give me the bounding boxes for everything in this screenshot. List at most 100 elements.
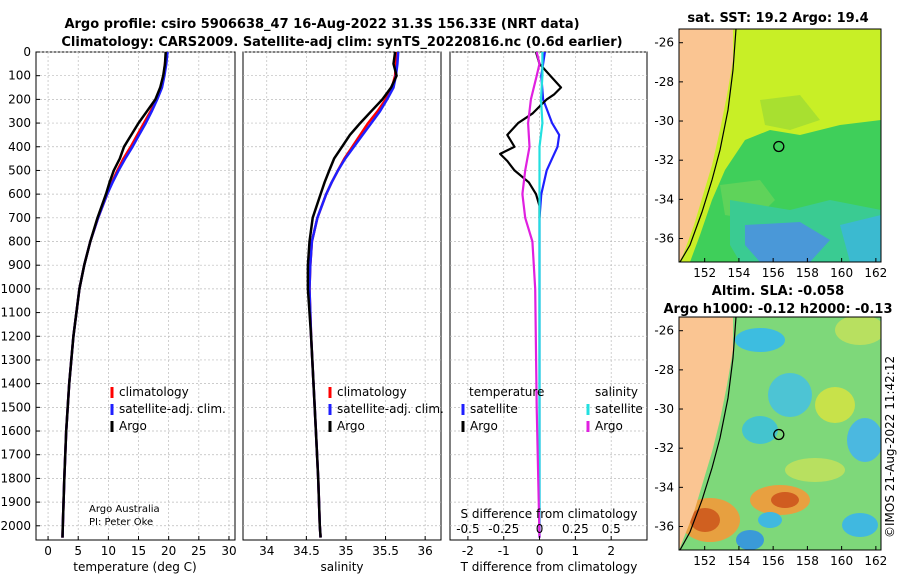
difference-legend: temperature salinity satellite Argo sate… (461, 385, 643, 433)
imos-timestamp: ©IMOS 21-Aug-2022 11:42:12 (883, 356, 897, 538)
x-tick-label: -1 (498, 544, 510, 558)
map-lat-tick-label: -30 (654, 402, 674, 416)
sla-eddy (835, 317, 881, 345)
depth-tick-label: 1200 (0, 329, 31, 343)
x-tick-label: 20 (161, 544, 176, 558)
depth-tick-label: 800 (8, 235, 31, 249)
depth-tick-label: 1400 (0, 377, 31, 391)
temperature-panel: 0 5 10 15 20 25 30 0 100 200 300 400 500 600 700 800 90… (0, 45, 236, 574)
map-lon-tick-label: 158 (796, 554, 819, 568)
map-lon-tick-label: 162 (864, 266, 887, 280)
sla-eddy (815, 387, 855, 423)
x-tick-label: 34.5 (293, 544, 320, 558)
series-line-t-argo (499, 51, 563, 218)
depth-tick-label: 500 (8, 163, 31, 177)
x-tick-label: -2 (462, 544, 474, 558)
sla-map-subtitle: Argo h1000: -0.12 h2000: -0.13 (663, 302, 892, 317)
sla-eddy (742, 416, 778, 444)
salinity-panel: 34 34.5 35 35.5 36 salinity climatology sate… (242, 51, 444, 574)
legend-climatology-label: climatology (119, 385, 189, 399)
sla-eddy (690, 508, 720, 532)
map-lon-tick-label: 160 (830, 266, 853, 280)
depth-tick-label: 100 (8, 69, 31, 83)
series-line-argo (61, 51, 167, 538)
depth-tick-label: 300 (8, 116, 31, 130)
salinity-legend: climatology satellite-adj. clim. Argo (328, 385, 444, 433)
depth-tick-label: 1900 (0, 495, 31, 509)
legend-t-satellite-label: satellite (470, 402, 518, 416)
sst-land (679, 29, 733, 262)
sla-eddy (735, 328, 785, 352)
map-lat-tick-label: -26 (654, 36, 674, 50)
legend-temperature-title: temperature (469, 385, 544, 399)
salinity-xlabel: salinity (320, 560, 363, 574)
sst-patch (760, 95, 820, 130)
sst-map-frame (678, 28, 882, 263)
depth-tick-label: 0 (23, 45, 31, 59)
map-lat-tick-label: -28 (654, 75, 674, 89)
sst-isobath (679, 29, 737, 262)
legend-climatology-label: climatology (337, 385, 407, 399)
s-diff-tick-label: -0.5 (456, 522, 479, 536)
sla-eddy (771, 492, 799, 508)
x-tick-label: 25 (191, 544, 206, 558)
map-lon-tick-label: 152 (693, 266, 716, 280)
temperature-legend: climatology satellite-adj. clim. Argo (110, 385, 226, 433)
depth-tick-label: 1100 (0, 306, 31, 320)
salinity-plot-frame (242, 51, 442, 541)
map-lon-tick-label: 154 (727, 266, 750, 280)
depth-tick-label: 1000 (0, 282, 31, 296)
depth-tick-label: 1600 (0, 424, 31, 438)
sla-eddy (847, 418, 881, 462)
credit-line2: PI: Peter Oke (89, 517, 153, 528)
argo-position-marker (773, 428, 785, 441)
title-line2: Climatology: CARS2009. Satellite-adj cli… (61, 35, 622, 50)
depth-tick-label: 200 (8, 92, 31, 106)
map-lat-tick-label: -28 (654, 363, 674, 377)
sst-warm-region (679, 29, 881, 262)
map-lon-tick-label: 156 (762, 266, 785, 280)
legend-satellite-label: satellite-adj. clim. (337, 402, 444, 416)
argo-position-marker (773, 140, 785, 153)
legend-salinity-title: salinity (595, 385, 638, 399)
map-lon-tick-label: 160 (830, 554, 853, 568)
series-line-s-argo (521, 51, 541, 538)
x-tick-label: 5 (74, 544, 82, 558)
x-tick-label: 0 (536, 544, 544, 558)
sst-patch (840, 215, 881, 262)
legend-argo-label: Argo (119, 419, 147, 433)
sla-eddy (736, 530, 764, 550)
legend-satellite-label: satellite-adj. clim. (119, 402, 226, 416)
series-line-argo (306, 51, 398, 538)
temperature-xlabel: temperature (deg C) (73, 560, 196, 574)
legend-s-satellite-label: satellite (595, 402, 643, 416)
difference-plot-frame (449, 51, 648, 541)
title-line1: Argo profile: csiro 5906638_47 16-Aug-20… (64, 17, 579, 32)
x-tick-label: 0 (44, 544, 52, 558)
depth-tick-label: 2000 (0, 519, 31, 533)
sla-eddy (768, 373, 812, 417)
x-tick-label: 36 (418, 544, 433, 558)
depth-tick-label: 400 (8, 140, 31, 154)
map-lat-tick-label: -32 (654, 153, 674, 167)
x-tick-label: 30 (221, 544, 236, 558)
map-lon-tick-label: 154 (727, 554, 750, 568)
legend-t-argo-label: Argo (470, 419, 498, 433)
map-lat-tick-label: -26 (654, 324, 674, 338)
sla-eddy (785, 458, 845, 482)
map-lon-tick-label: 158 (796, 266, 819, 280)
map-lon-tick-label: 162 (864, 554, 887, 568)
x-tick-label: 34 (259, 544, 274, 558)
sst-cold-region (745, 222, 830, 262)
x-tick-label: 1 (572, 544, 580, 558)
sla-map-title: Altim. SLA: -0.058 (712, 284, 844, 299)
depth-tick-label: 700 (8, 211, 31, 225)
x-tick-label: 35 (338, 544, 353, 558)
legend-s-argo-label: Argo (595, 419, 623, 433)
x-tick-label: 35.5 (372, 544, 399, 558)
map-lat-tick-label: -36 (654, 232, 674, 246)
s-diff-tick-label: 0 (536, 522, 544, 536)
depth-tick-label: 600 (8, 187, 31, 201)
sst-map-panel: sat. SST: 19.2 Argo: 19.4 152 154 156 158 16… (654, 11, 887, 280)
